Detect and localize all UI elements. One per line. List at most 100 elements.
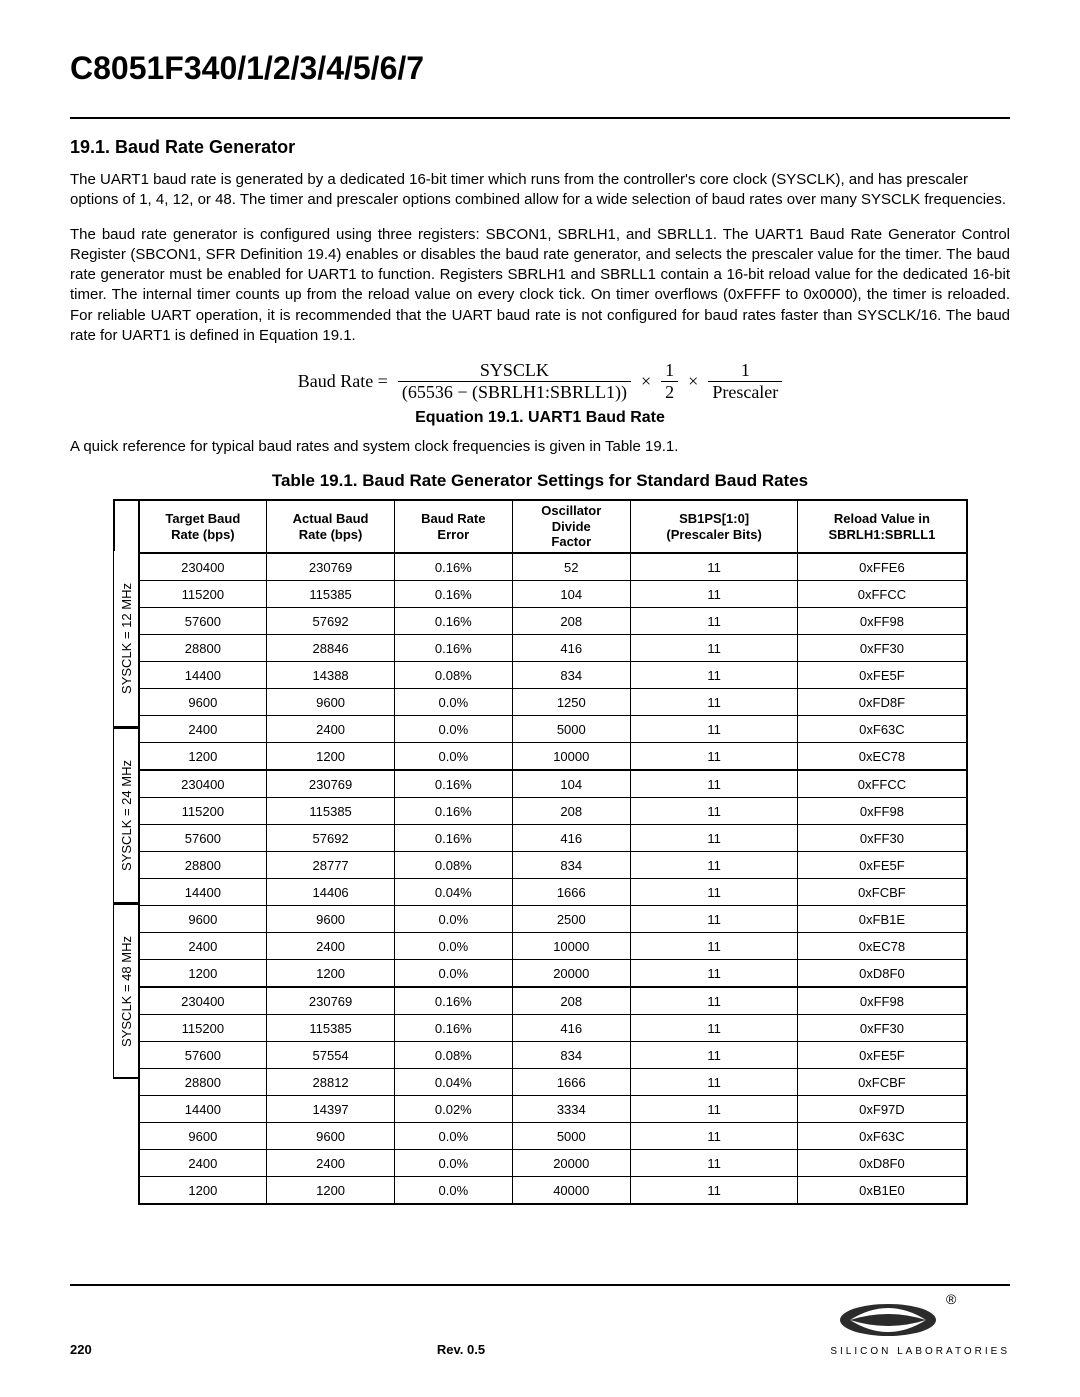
table-cell: 11 (630, 1177, 797, 1205)
table-cell: 230400 (139, 553, 267, 581)
table-cell: 3334 (512, 1096, 630, 1123)
table-cell: 0.16% (394, 825, 512, 852)
table-cell: 11 (630, 852, 797, 879)
table-cell: 0xF63C (798, 1123, 967, 1150)
table-cell: 11 (630, 960, 797, 988)
table-wrapper: SYSCLK = 12 MHzSYSCLK = 24 MHzSYSCLK = 4… (70, 499, 1010, 1205)
table-row: 960096000.0%2500110xFB1E (139, 906, 967, 933)
table-cell: 115385 (267, 1015, 395, 1042)
section-heading: 19.1. Baud Rate Generator (70, 137, 1010, 158)
table-row: 14400143970.02%3334110xF97D (139, 1096, 967, 1123)
col-header-error: Baud RateError (394, 500, 512, 553)
table-cell: 57600 (139, 825, 267, 852)
page-root: C8051F340/1/2/3/4/5/6/7 19.1. Baud Rate … (0, 0, 1080, 1397)
equation-frac-1: SYSCLK (65536 − (SBRLH1:SBRLL1)) (398, 360, 631, 403)
table-cell: 230769 (267, 553, 395, 581)
table-cell: 11 (630, 933, 797, 960)
table-cell: 57600 (139, 1042, 267, 1069)
table-cell: 14388 (267, 662, 395, 689)
table-cell: 0.0% (394, 1177, 512, 1205)
table-cell: 0xEC78 (798, 933, 967, 960)
table-cell: 1250 (512, 689, 630, 716)
table-group-label: SYSCLK = 24 MHz (113, 727, 139, 903)
table-row: 1152001153850.16%104110xFFCC (139, 581, 967, 608)
table-row: 28800287770.08%834110xFE5F (139, 852, 967, 879)
table-cell: 28812 (267, 1069, 395, 1096)
table-cell: 0.04% (394, 1069, 512, 1096)
table-cell: 11 (630, 1096, 797, 1123)
table-cell: 0xFF30 (798, 825, 967, 852)
table-cell: 230400 (139, 770, 267, 798)
table-cell: 11 (630, 635, 797, 662)
table-cell: 0xFF30 (798, 635, 967, 662)
table-cell: 0.0% (394, 1123, 512, 1150)
table-header-row: Target BaudRate (bps) Actual BaudRate (b… (139, 500, 967, 553)
table-cell: 0xFF98 (798, 608, 967, 635)
table-cell: 20000 (512, 960, 630, 988)
table-row: 240024000.0%5000110xF63C (139, 716, 967, 743)
table-cell: 9600 (267, 689, 395, 716)
table-cell: 0.16% (394, 608, 512, 635)
table-group-label: SYSCLK = 48 MHz (113, 903, 139, 1079)
table-row: 120012000.0%10000110xEC78 (139, 743, 967, 771)
table-cell: 0xD8F0 (798, 960, 967, 988)
table-cell: 5000 (512, 1123, 630, 1150)
table-row: 120012000.0%40000110xB1E0 (139, 1177, 967, 1205)
table-cell: 0.16% (394, 987, 512, 1015)
silicon-labs-logo-icon: ® (830, 1294, 960, 1344)
table-cell: 115385 (267, 581, 395, 608)
table-row: 960096000.0%1250110xFD8F (139, 689, 967, 716)
table-cell: 416 (512, 825, 630, 852)
table-cell: 416 (512, 1015, 630, 1042)
table-cell: 208 (512, 987, 630, 1015)
table-cell: 0xFFCC (798, 581, 967, 608)
table-cell: 0xFE5F (798, 852, 967, 879)
table-cell: 14400 (139, 879, 267, 906)
document-title: C8051F340/1/2/3/4/5/6/7 (70, 50, 1010, 87)
table-cell: 0.0% (394, 716, 512, 743)
table-cell: 14400 (139, 662, 267, 689)
table-cell: 1200 (139, 1177, 267, 1205)
table-cell: 9600 (139, 906, 267, 933)
table-cell: 0.0% (394, 933, 512, 960)
table-row: 28800288120.04%1666110xFCBF (139, 1069, 967, 1096)
table-cell: 11 (630, 689, 797, 716)
table-cell: 0xFF98 (798, 987, 967, 1015)
table-cell: 0.02% (394, 1096, 512, 1123)
table-cell: 0.08% (394, 662, 512, 689)
table-cell: 0xFD8F (798, 689, 967, 716)
table-cell: 0.08% (394, 852, 512, 879)
table-cell: 2400 (267, 716, 395, 743)
table-row: 57600575540.08%834110xFE5F (139, 1042, 967, 1069)
table-cell: 10000 (512, 743, 630, 771)
table-row: 120012000.0%20000110xD8F0 (139, 960, 967, 988)
equation-times-2: × (688, 371, 698, 392)
table-cell: 14397 (267, 1096, 395, 1123)
table-cell: 230400 (139, 987, 267, 1015)
table-cell: 9600 (139, 1123, 267, 1150)
table-row: 960096000.0%5000110xF63C (139, 1123, 967, 1150)
table-cell: 28777 (267, 852, 395, 879)
table-cell: 0.16% (394, 798, 512, 825)
table-cell: 11 (630, 608, 797, 635)
table-cell: 2500 (512, 906, 630, 933)
table-cell: 11 (630, 879, 797, 906)
col-header-target: Target BaudRate (bps) (139, 500, 267, 553)
table-cell: 11 (630, 770, 797, 798)
table-cell: 0.0% (394, 960, 512, 988)
table-row: 28800288460.16%416110xFF30 (139, 635, 967, 662)
table-row: 2304002307690.16%52110xFFE6 (139, 553, 967, 581)
table-cell: 2400 (267, 1150, 395, 1177)
table-cell: 11 (630, 1042, 797, 1069)
table-cell: 11 (630, 987, 797, 1015)
table-cell: 0xF63C (798, 716, 967, 743)
col-header-reload: Reload Value inSBRLH1:SBRLL1 (798, 500, 967, 553)
table-cell: 0.16% (394, 1015, 512, 1042)
table-vlabel-column: SYSCLK = 12 MHzSYSCLK = 24 MHzSYSCLK = 4… (113, 499, 139, 1205)
table-row: 240024000.0%10000110xEC78 (139, 933, 967, 960)
table-cell: 10000 (512, 933, 630, 960)
table-cell: 834 (512, 662, 630, 689)
table-cell: 115200 (139, 798, 267, 825)
table-cell: 0.16% (394, 581, 512, 608)
table-cell: 834 (512, 852, 630, 879)
